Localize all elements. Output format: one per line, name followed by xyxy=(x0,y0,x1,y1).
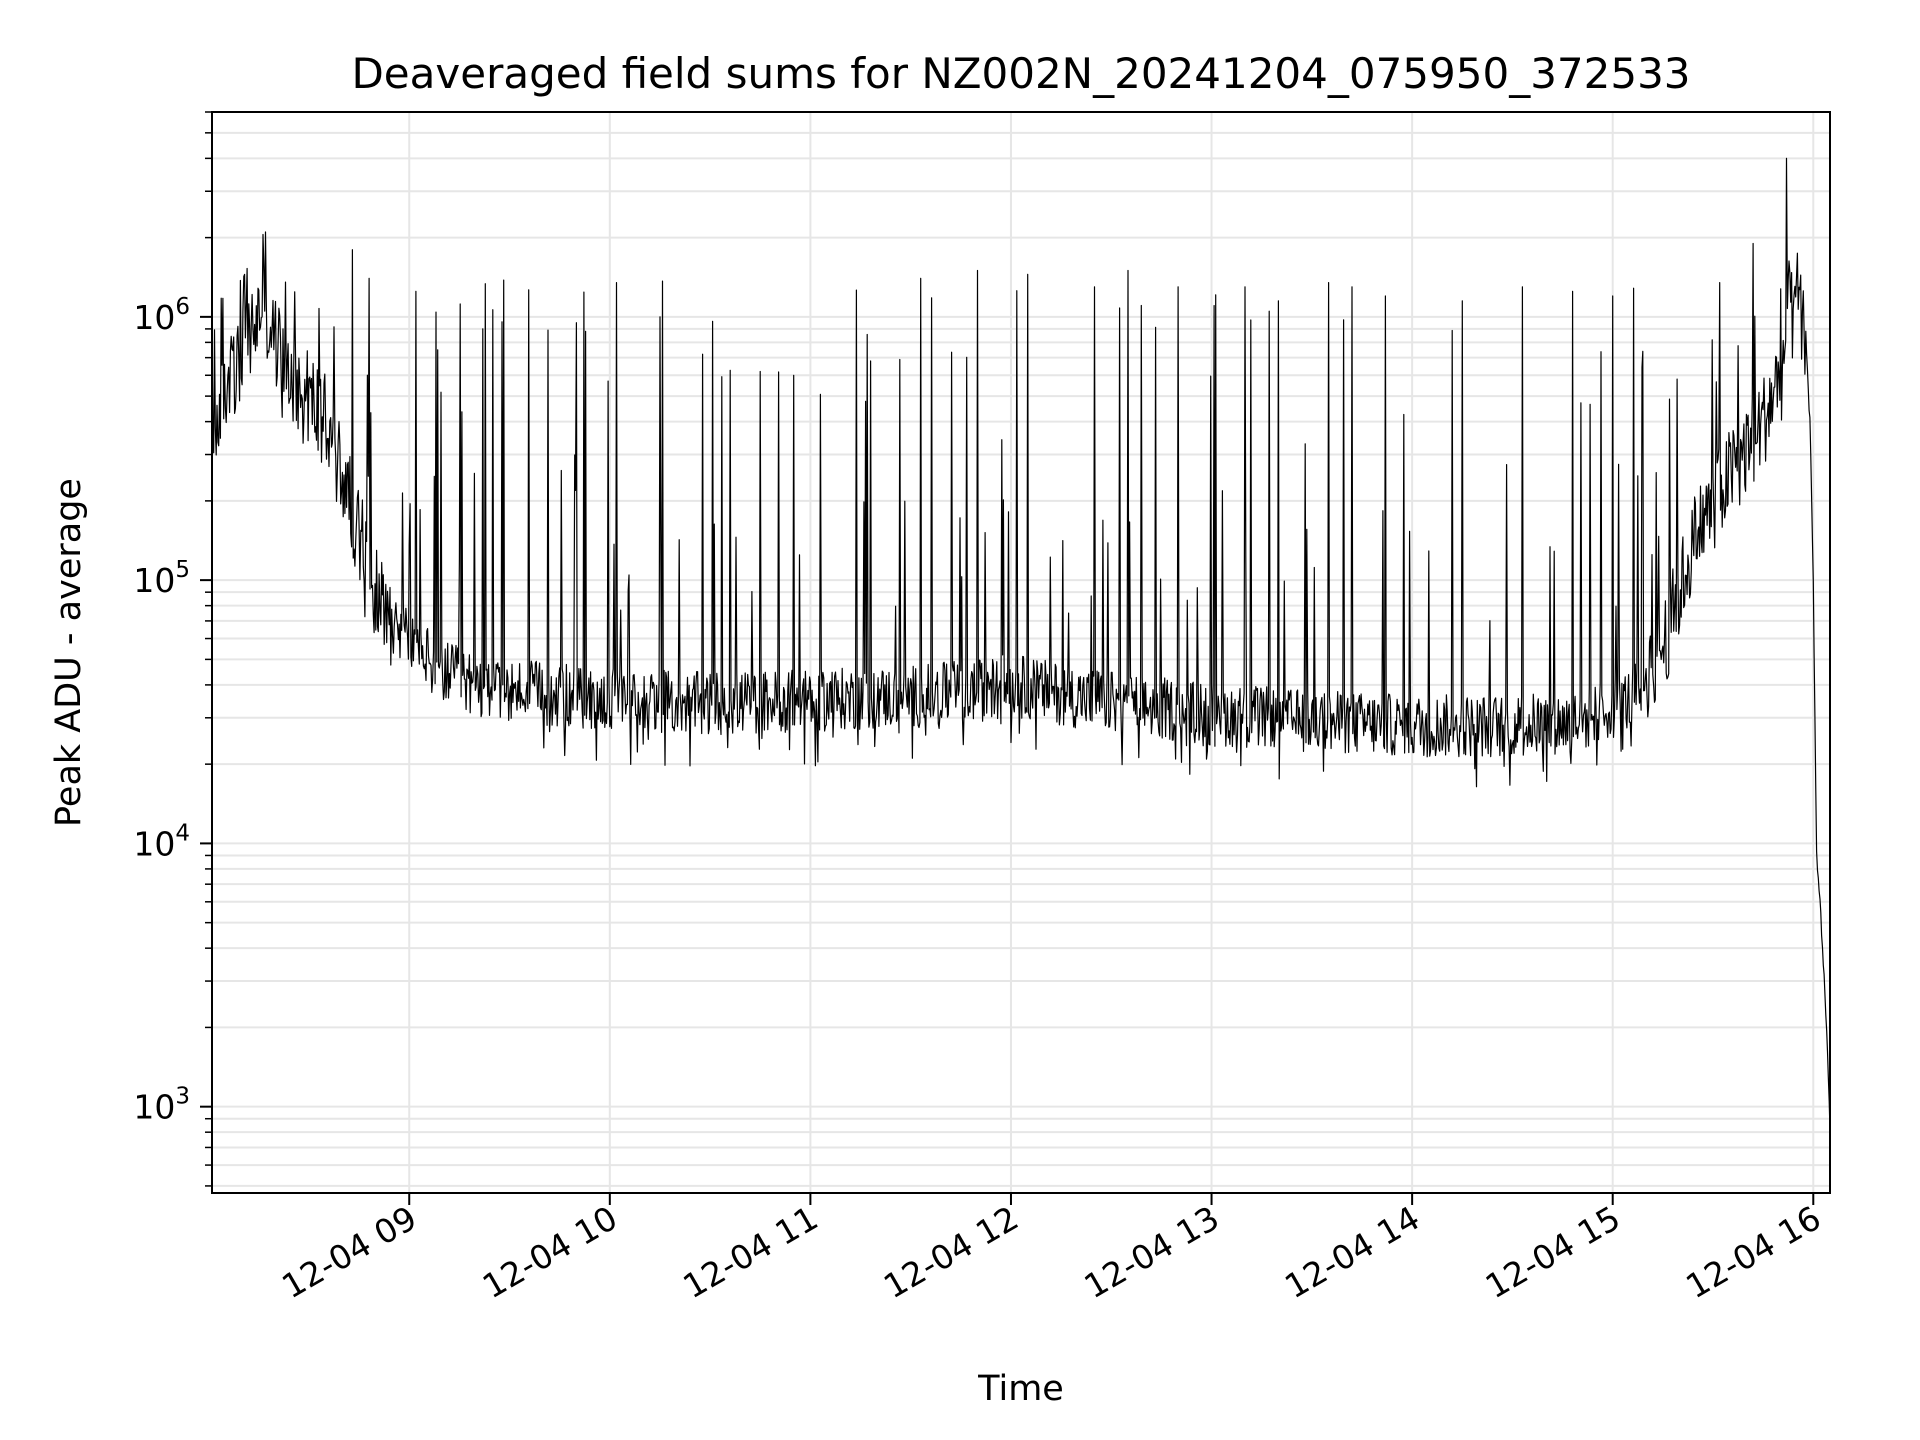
y-tick-base: 10 xyxy=(133,561,175,600)
y-tick-base: 10 xyxy=(133,1088,175,1127)
y-tick-label: 105 xyxy=(133,557,190,600)
y-tick-label: 106 xyxy=(133,294,190,337)
y-tick-label: 103 xyxy=(133,1084,190,1127)
y-tick-exponent: 5 xyxy=(175,557,190,583)
x-axis-label: Time xyxy=(977,1369,1064,1409)
series-line xyxy=(211,157,1831,1132)
y-tick-base: 10 xyxy=(133,824,175,863)
y-tick-base: 10 xyxy=(133,298,175,337)
y-tick-exponent: 4 xyxy=(175,820,190,846)
y-axis-label: Peak ADU - average xyxy=(49,478,89,827)
plot-frame xyxy=(211,111,1831,1194)
y-tick-label: 104 xyxy=(133,820,190,863)
grid xyxy=(212,111,1830,1193)
y-tick-exponent: 3 xyxy=(175,1084,190,1110)
chart-title: Deaveraged field sums for NZ002N_2024120… xyxy=(351,49,1690,98)
y-tick-exponent: 6 xyxy=(175,294,190,320)
data-series xyxy=(211,157,1831,1132)
